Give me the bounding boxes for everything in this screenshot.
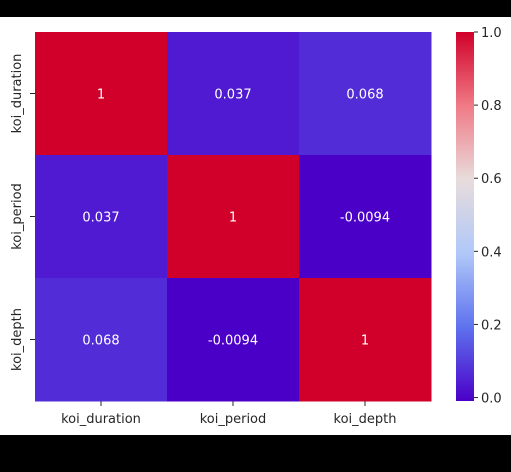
x-tick-label: koi_depth bbox=[334, 412, 397, 427]
y-tick-label: koi_period bbox=[10, 183, 25, 250]
cell-value-label: 0.037 bbox=[82, 211, 119, 226]
cell-value-label: -0.0094 bbox=[208, 334, 258, 349]
heatmap-cell bbox=[35, 155, 168, 279]
x-tick-label: koi_duration bbox=[61, 412, 141, 427]
x-tick-label: koi_period bbox=[200, 412, 267, 427]
cell-value-label: 0.037 bbox=[214, 88, 251, 103]
colorbar bbox=[456, 32, 474, 401]
cell-value-label: 0.068 bbox=[82, 334, 119, 349]
cell-value-label: 1 bbox=[229, 211, 237, 226]
heatmap-cell bbox=[299, 278, 432, 402]
colorbar-tick-label: 0.2 bbox=[481, 318, 502, 333]
heatmap-cell bbox=[299, 155, 432, 279]
y-tick-label: koi_duration bbox=[10, 54, 25, 134]
colorbar-tick-label: 0.8 bbox=[481, 99, 502, 114]
correlation-heatmap: 1 0.037 0.068 0.037 1 -0.0094 0.068 -0.0094 1 ko… bbox=[10, 26, 502, 427]
heatmap-cell bbox=[35, 32, 168, 156]
heatmap-cell bbox=[167, 32, 300, 156]
cell-value-label: 0.068 bbox=[346, 88, 383, 103]
cell-value-label: -0.0094 bbox=[340, 211, 390, 226]
cell-value-label: 1 bbox=[97, 88, 105, 103]
heatmap-cell bbox=[35, 278, 168, 402]
heatmap-cell bbox=[167, 278, 300, 402]
colorbar-tick-label: 1.0 bbox=[481, 26, 502, 41]
heatmap-figure: 1 0.037 0.068 0.037 1 -0.0094 0.068 -0.0094 1 ko… bbox=[0, 17, 511, 435]
heatmap-cell bbox=[299, 32, 432, 156]
heatmap-cell bbox=[167, 155, 300, 279]
y-tick-label: koi_depth bbox=[10, 308, 25, 371]
cell-value-label: 1 bbox=[361, 334, 369, 349]
colorbar-tick-label: 0.4 bbox=[481, 245, 502, 260]
colorbar-tick-label: 0.6 bbox=[481, 172, 502, 187]
colorbar-tick-label: 0.0 bbox=[481, 392, 502, 407]
